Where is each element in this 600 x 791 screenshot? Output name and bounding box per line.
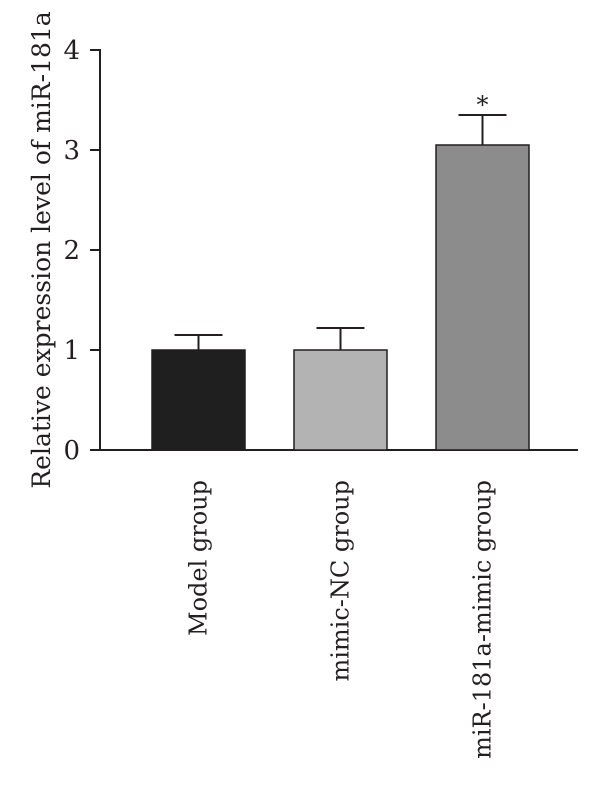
y-tick-label-2: 2 <box>63 236 80 266</box>
y-axis-label: Relative expression level of miR-181a <box>27 11 56 488</box>
error-bars <box>174 114 507 350</box>
bar-0 <box>151 349 246 451</box>
y-ticks: 0 1 2 3 4 <box>63 36 100 466</box>
bars <box>151 144 530 451</box>
category-label-0: Model group <box>185 480 213 636</box>
category-label-2: miR-181a-mimic group <box>469 480 497 759</box>
y-tick-label-4: 4 <box>63 36 80 66</box>
y-tick-label-1: 1 <box>63 336 80 366</box>
y-axis: 0 1 2 3 4 <box>63 36 101 466</box>
bar-2 <box>435 144 530 451</box>
significance-marker-2: * <box>477 91 489 119</box>
category-label-1: mimic-NC group <box>327 480 355 682</box>
category-labels: Model group mimic-NC group miR-181a-mimic … <box>185 480 497 759</box>
y-tick-label-3: 3 <box>63 136 80 166</box>
y-tick-label-0: 0 <box>63 436 80 466</box>
bar-1 <box>293 349 388 451</box>
significance-markers: * <box>477 91 489 119</box>
